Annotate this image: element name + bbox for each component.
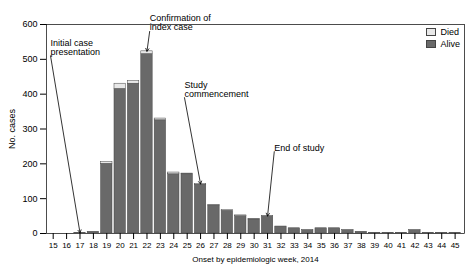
svg-text:39: 39: [370, 241, 379, 250]
svg-text:32: 32: [277, 241, 286, 250]
svg-text:20: 20: [116, 241, 125, 250]
svg-text:15: 15: [49, 241, 58, 250]
html-text:Died: Died: [440, 27, 459, 37]
svg-text:600: 600: [22, 19, 37, 29]
svg-text:29: 29: [236, 241, 245, 250]
svg-text:38: 38: [357, 241, 366, 250]
svg-text:Studycommencement: Studycommencement: [184, 80, 249, 99]
svg-text:25: 25: [183, 241, 192, 250]
svg-text:100: 100: [22, 194, 37, 204]
svg-text:0: 0: [32, 228, 37, 238]
svg-text:Initial casepresentation: Initial casepresentation: [51, 38, 101, 57]
svg-text:Onset by epidemiologic week, 2: Onset by epidemiologic week, 2014: [192, 255, 319, 264]
svg-text:45: 45: [451, 241, 460, 250]
svg-text:19: 19: [102, 241, 111, 250]
svg-text:40: 40: [384, 241, 393, 250]
svg-text:36: 36: [330, 241, 339, 250]
svg-text:16: 16: [62, 241, 71, 250]
html-text:Alive: Alive: [440, 39, 460, 49]
svg-text:17: 17: [76, 241, 85, 250]
svg-text:200: 200: [22, 159, 37, 169]
svg-text:No. cases: No. cases: [7, 108, 17, 149]
svg-text:28: 28: [223, 241, 232, 250]
svg-text:34: 34: [303, 241, 312, 250]
svg-text:22: 22: [143, 241, 152, 250]
svg-text:43: 43: [424, 241, 433, 250]
svg-text:21: 21: [129, 241, 138, 250]
svg-text:37: 37: [343, 241, 352, 250]
svg-text:35: 35: [317, 241, 326, 250]
svg-text:18: 18: [89, 241, 98, 250]
svg-text:42: 42: [410, 241, 419, 250]
svg-text:31: 31: [263, 241, 272, 250]
svg-text:27: 27: [210, 241, 219, 250]
svg-text:44: 44: [437, 241, 446, 250]
svg-text:500: 500: [22, 54, 37, 64]
svg-text:Confirmation ofindex case: Confirmation ofindex case: [150, 13, 212, 32]
svg-text:End of study: End of study: [274, 143, 325, 153]
svg-text:30: 30: [250, 241, 259, 250]
svg-text:33: 33: [290, 241, 299, 250]
svg-text:26: 26: [196, 241, 205, 250]
svg-text:400: 400: [22, 89, 37, 99]
svg-text:300: 300: [22, 124, 37, 134]
svg-text:41: 41: [397, 241, 406, 250]
svg-text:23: 23: [156, 241, 165, 250]
svg-text:24: 24: [169, 241, 178, 250]
